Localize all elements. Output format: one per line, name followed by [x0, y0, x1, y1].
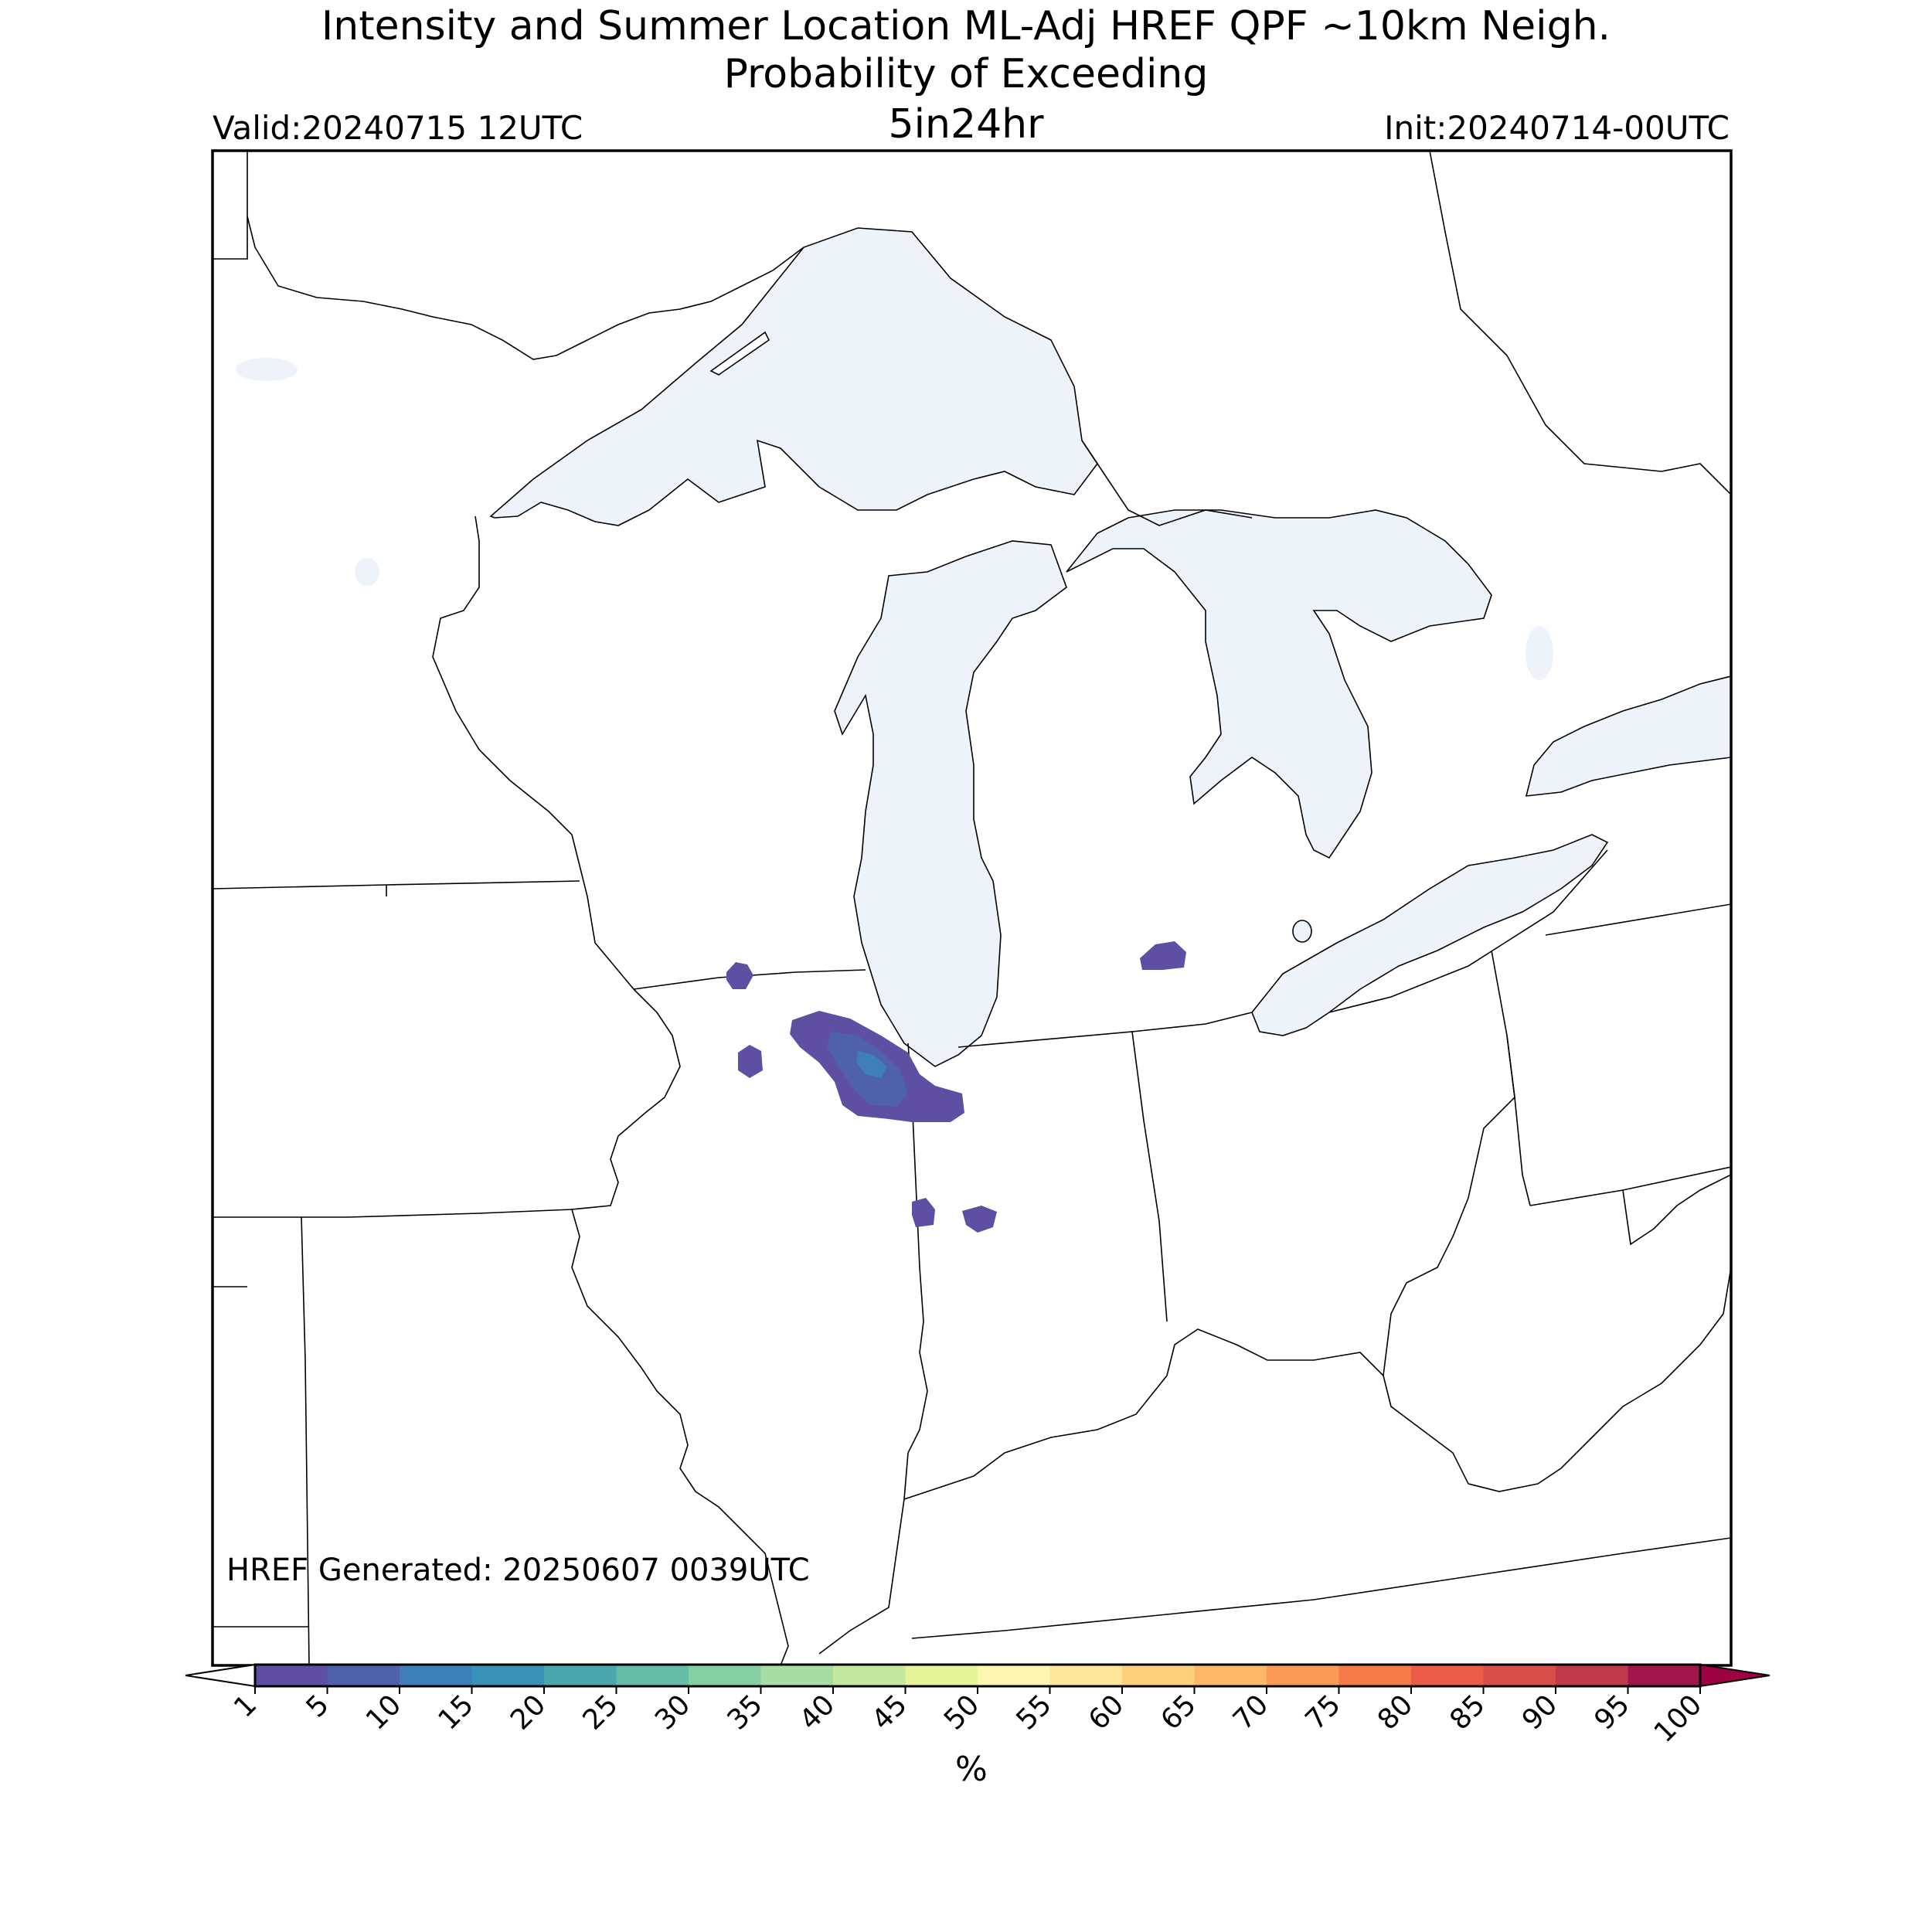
colorbar-cell — [833, 1665, 906, 1686]
generated-label: HREF Generated: 20250607 0039UTC — [226, 1553, 810, 1588]
valid-time-label: Valid:20240715 12UTC — [213, 109, 583, 147]
colorbar-tick-label: 75 — [1299, 1689, 1346, 1736]
colorbar-cell — [978, 1665, 1050, 1686]
colorbar-tick-label: 65 — [1155, 1689, 1202, 1736]
colorbar-tick-label: 30 — [649, 1689, 696, 1736]
colorbar-tick-label: 85 — [1444, 1689, 1491, 1736]
colorbar-cell — [616, 1665, 689, 1686]
prob-blob-in — [962, 1206, 997, 1233]
probability-blobs — [726, 941, 1186, 1233]
colorbar-tick-label: 10 — [360, 1689, 407, 1736]
colorbar-over-triangle — [1699, 1663, 1770, 1688]
lake-erie — [1251, 834, 1609, 1036]
colorbar-cell — [1483, 1665, 1556, 1686]
lake-huron — [1066, 509, 1492, 859]
title-threshold: 5in24hr — [888, 101, 1044, 148]
prob-blob-core — [856, 1051, 887, 1078]
intl-border — [247, 216, 804, 360]
colorbar-tick-label: 70 — [1227, 1689, 1274, 1736]
prob-blob-mi — [1140, 941, 1186, 970]
colorbar-tick-label: 20 — [505, 1689, 552, 1736]
colorbar-cell — [1556, 1665, 1628, 1686]
colorbar-cell — [471, 1665, 545, 1686]
colorbar-tick-label: 80 — [1372, 1689, 1419, 1736]
colorbar-cell — [1338, 1665, 1412, 1686]
colorbar-unit-label: % — [955, 1750, 988, 1789]
colorbar-under-triangle — [185, 1663, 256, 1688]
colorbar-tick-label: 55 — [1010, 1689, 1057, 1736]
colorbar-cell — [1194, 1665, 1267, 1686]
colorbar-cell — [905, 1665, 978, 1686]
init-time-label: Init:20240714-00UTC — [1384, 109, 1730, 147]
colorbar-tick-label: 40 — [794, 1689, 841, 1736]
prob-blob-wi — [726, 962, 753, 989]
colorbar-tick-label: 60 — [1083, 1689, 1130, 1736]
colorbar-cell — [1267, 1665, 1339, 1686]
colorbar-tick-label: 90 — [1516, 1689, 1563, 1736]
colorbar-tick-label: 25 — [577, 1689, 624, 1736]
colorbar-cell — [327, 1665, 400, 1686]
colorbar-tick-label: 45 — [866, 1689, 913, 1736]
colorbar-tick-label: 5 — [301, 1689, 335, 1723]
colorbar-cell — [1411, 1665, 1484, 1686]
colorbar-tick-label: 35 — [721, 1689, 768, 1736]
colorbar-tick-label: 15 — [432, 1689, 479, 1736]
lake-ontario — [1525, 675, 1731, 797]
colorbar-cell — [1628, 1665, 1701, 1686]
colorbar-cell — [689, 1665, 761, 1686]
colorbar-tick-label: 50 — [938, 1689, 985, 1736]
colorbar-cell — [400, 1665, 472, 1686]
colorbar-cell — [1049, 1665, 1123, 1686]
prob-blob-il-1 — [738, 1045, 763, 1078]
colorbar-tick-label: 100 — [1648, 1689, 1709, 1749]
lake-superior — [489, 227, 1098, 526]
prob-blob-il-2 — [912, 1198, 935, 1227]
title-line-1: Intensity and Summer Location ML-Adj HRE… — [321, 3, 1611, 49]
colorbar-cell — [1122, 1665, 1195, 1686]
title-line-2: Probability of Exceeding — [723, 51, 1209, 97]
lake-michigan — [834, 540, 1067, 1067]
colorbar-tick-label: 95 — [1588, 1689, 1635, 1736]
colorbar-cell — [544, 1665, 617, 1686]
colorbar-cell — [760, 1665, 834, 1686]
colorbar-tick-label: 1 — [228, 1689, 263, 1723]
colorbar-cell — [255, 1665, 328, 1686]
